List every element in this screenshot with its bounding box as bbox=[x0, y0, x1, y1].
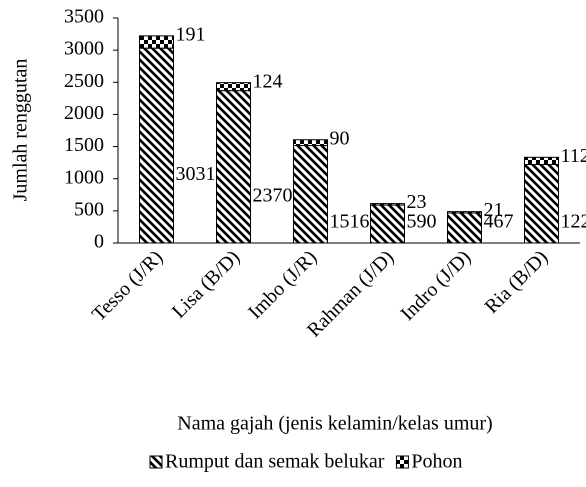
legend-swatch bbox=[395, 455, 409, 469]
x-tick-label: Tesso (J/R) bbox=[88, 246, 167, 325]
legend-label: Pohon bbox=[411, 451, 462, 473]
x-axis-title: Nama gajah (jenis kelamin/kelas umur) bbox=[177, 413, 492, 435]
data-label: 112 bbox=[561, 145, 586, 167]
data-label: 3031 bbox=[176, 163, 216, 185]
data-label: 23 bbox=[407, 191, 427, 213]
data-label: 1516 bbox=[330, 211, 370, 233]
data-label: 21 bbox=[484, 199, 504, 221]
data-label: 590 bbox=[407, 211, 437, 233]
bar-segment bbox=[447, 211, 482, 214]
bar-segment bbox=[216, 82, 251, 92]
x-tick-label: Imbo (J/R) bbox=[244, 246, 321, 323]
x-tick-label: Ria (B/D) bbox=[481, 246, 553, 318]
data-label: 124 bbox=[253, 70, 283, 92]
y-tick-label: 1000 bbox=[64, 166, 104, 188]
bar-segment bbox=[370, 203, 405, 206]
y-tick-label: 500 bbox=[74, 198, 104, 220]
y-tick-label: 2000 bbox=[64, 102, 104, 124]
y-tick-label: 0 bbox=[94, 231, 104, 253]
y-tick-label: 3500 bbox=[64, 6, 104, 28]
bar-segment bbox=[293, 139, 328, 147]
data-label: 467 bbox=[484, 211, 514, 233]
bar-segment bbox=[293, 145, 328, 244]
x-tick-label: Lisa (B/D) bbox=[168, 246, 244, 322]
bar-segment bbox=[216, 90, 251, 244]
bar-segment bbox=[524, 164, 559, 244]
x-tick-label: Indro (J/D) bbox=[396, 246, 475, 325]
data-label: 191 bbox=[176, 23, 206, 45]
y-tick-label: 3000 bbox=[64, 38, 104, 60]
legend-swatch bbox=[149, 455, 163, 469]
bar-segment bbox=[370, 204, 405, 244]
data-label: 2370 bbox=[253, 184, 293, 206]
y-axis-title: Jumlah renggutan bbox=[10, 59, 32, 202]
bar-segment bbox=[139, 47, 174, 244]
y-tick-label: 2500 bbox=[64, 70, 104, 92]
legend-label: Rumput dan semak belukar bbox=[165, 451, 385, 473]
bar-segment bbox=[139, 35, 174, 49]
bar-segment bbox=[524, 156, 559, 166]
data-label: 90 bbox=[330, 127, 350, 149]
y-tick-label: 1500 bbox=[64, 134, 104, 156]
bar-segment bbox=[447, 212, 482, 244]
